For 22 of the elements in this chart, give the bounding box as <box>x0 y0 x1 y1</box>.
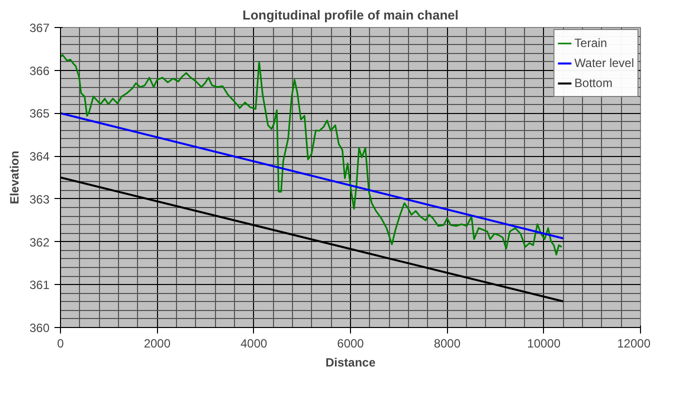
x-tick-label: 2000 <box>144 336 171 350</box>
line-series <box>60 54 563 256</box>
x-tick-label: 4000 <box>240 336 268 350</box>
x-tick-label: 0 <box>57 336 64 350</box>
x-tick-label: 8000 <box>434 336 461 350</box>
y-tick-label: 365 <box>29 106 50 121</box>
legend-label: Water level <box>574 56 634 70</box>
y-tick-label: 364 <box>29 150 50 164</box>
y-tick-label: 362 <box>29 235 50 250</box>
y-tick-label: 361 <box>29 278 50 292</box>
x-axis-title: Distance <box>325 356 376 370</box>
x-tick-label: 10000 <box>527 336 561 350</box>
y-tick-label: 367 <box>29 21 50 35</box>
x-tick-label: 12000 <box>617 336 651 350</box>
x-tick-label: 6000 <box>337 336 364 350</box>
chart-title: Longitudinal profile of main chanel <box>242 8 458 22</box>
y-axis-title: Elevation <box>7 150 22 204</box>
legend-label: Terain <box>574 36 608 50</box>
legend-label: Bottom <box>574 76 612 90</box>
y-tick-label: 363 <box>29 192 50 206</box>
y-tick-label: 366 <box>29 64 50 78</box>
y-tick-label: 360 <box>29 321 50 335</box>
